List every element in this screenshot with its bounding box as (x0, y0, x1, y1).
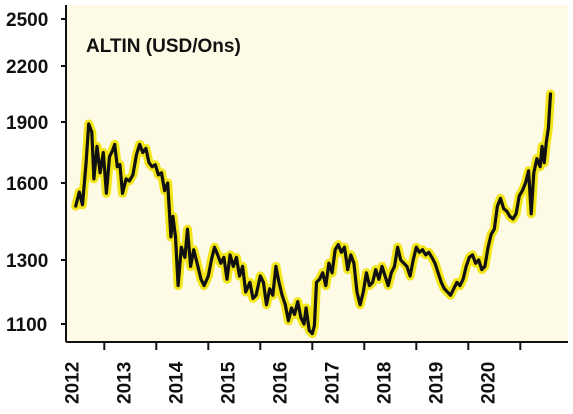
x-tick-label: 2013 (114, 362, 135, 404)
x-tick-label: 2015 (218, 361, 239, 404)
x-tick-label: 2016 (270, 362, 291, 404)
x-tick-label: 2020 (478, 362, 499, 404)
series-layer (71, 89, 555, 339)
y-tick-label: 2500 (6, 10, 48, 31)
x-axis: 2012 2013 2014 2015 2016 2017 2018 2019 2020 (62, 341, 568, 404)
y-tick-label: 2200 (6, 57, 48, 78)
y-tick-label: 1100 (6, 315, 47, 336)
x-tick-label: 2017 (322, 362, 343, 404)
y-tick-label: 1600 (6, 174, 48, 195)
series-line (74, 92, 553, 336)
y-tick-label: 1900 (6, 113, 48, 134)
chart-title: ALTIN (USD/Ons) (86, 36, 241, 57)
x-tick-label: 2014 (166, 361, 187, 404)
x-tick-label: 2012 (62, 362, 83, 404)
x-tick-label: 2019 (426, 362, 447, 404)
x-tick-label: 2018 (374, 362, 395, 404)
y-tick-label: 1300 (6, 251, 48, 272)
y-axis: 1100 1300 1600 1900 2200 2500 (6, 5, 67, 342)
